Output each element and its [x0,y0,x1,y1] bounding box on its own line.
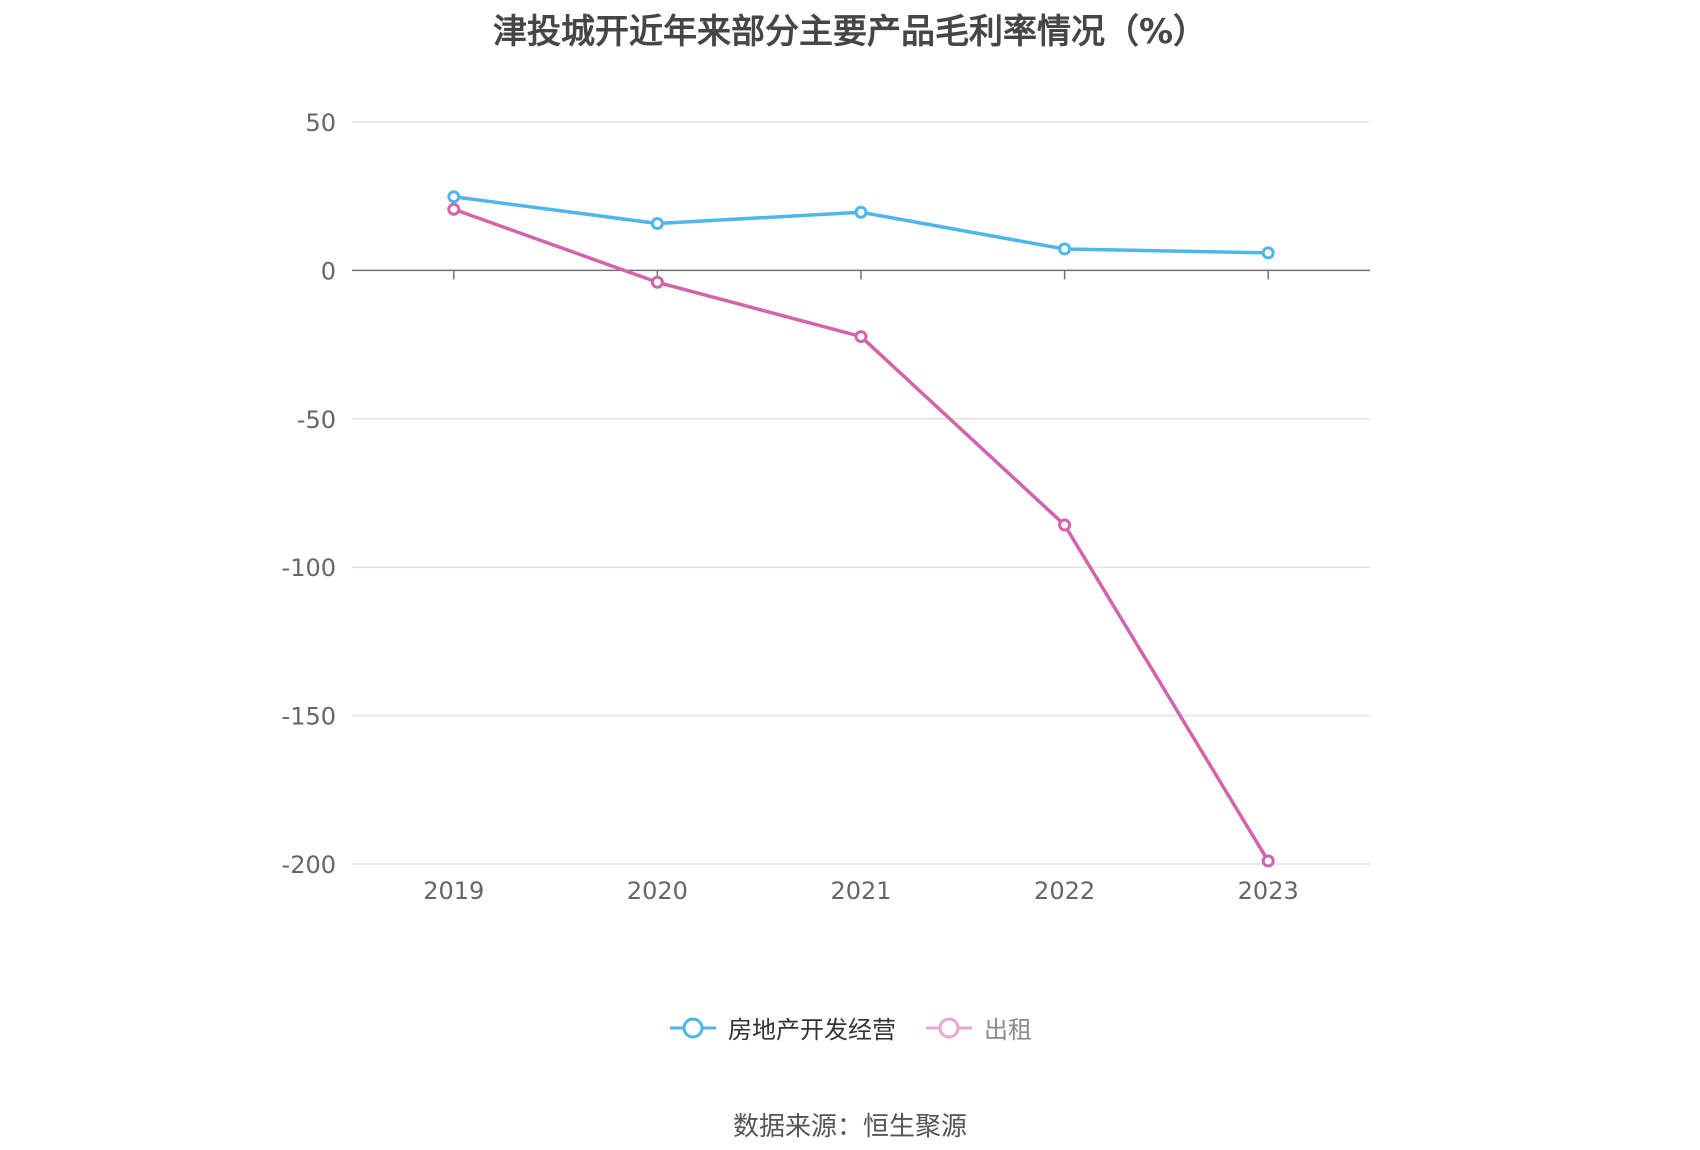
y-tick-label: -100 [282,554,336,582]
x-tick-label: 2023 [1238,877,1299,905]
legend-label-real-estate: 房地产开发经营 [728,1016,896,1044]
legend-item-rental[interactable]: 出租 [924,1010,1032,1045]
legend-marker-rental-icon [926,1017,972,1038]
y-tick-label: -50 [297,406,336,434]
data-point [650,217,664,231]
x-tick-label: 2021 [830,877,891,905]
y-tick-label: -200 [282,851,336,879]
x-tick-label: 2020 [627,877,688,905]
data-point [447,202,461,216]
data-point [1058,518,1072,532]
x-tick-label: 2022 [1034,877,1095,905]
y-tick-label: -150 [282,703,336,731]
line-chart: 50 0 -50 -100 -150 -200 2019 2020 2021 2022 2023 [282,109,1370,905]
data-point [1261,854,1275,868]
series-line-0 [453,195,1269,255]
chart-title: 津投城开近年来部分主要产品毛利率情况（%） [492,12,1208,52]
series-line-1 [453,207,1270,862]
data-source: 数据来源：恒生聚源 [732,1112,967,1142]
legend-item-real-estate[interactable]: 房地产开发经营 [668,1010,896,1045]
data-point [650,275,664,289]
legend-label-rental: 出租 [984,1016,1032,1044]
data-point [447,190,461,204]
legend: 房地产开发经营 出租 [0,1010,1700,1045]
data-point [1058,242,1072,256]
data-point [854,330,868,344]
y-tick-label: 0 [321,257,336,285]
x-tick-label: 2019 [423,877,484,905]
legend-marker-real-estate-icon [670,1017,716,1038]
data-point [1261,246,1275,260]
data-point [854,205,868,219]
y-tick-label: 50 [305,109,336,137]
